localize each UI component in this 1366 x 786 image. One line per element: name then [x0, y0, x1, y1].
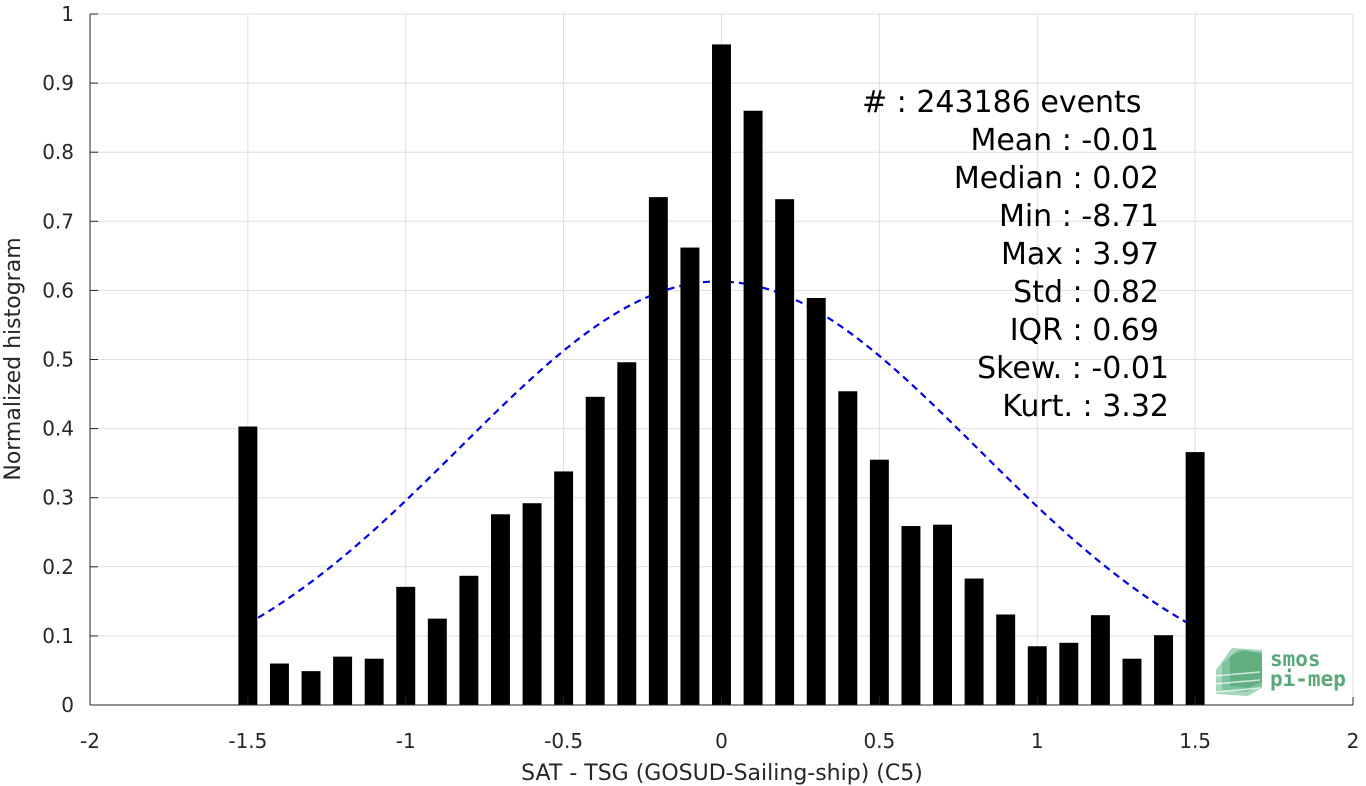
stat-line: Max : 3.97	[1001, 237, 1159, 272]
x-axis-label: SAT - TSG (GOSUD-Sailing-ship) (C5)	[521, 761, 923, 786]
x-tick-label: 1.5	[1179, 729, 1211, 753]
y-tick-label: 0	[61, 693, 74, 717]
stat-line: Min : -8.71	[999, 199, 1159, 234]
histogram-bar	[269, 663, 289, 705]
x-tick-label: 0.5	[863, 729, 895, 753]
histogram-bar	[396, 586, 416, 705]
x-tick-label: -2	[80, 729, 100, 753]
histogram-bar	[427, 618, 447, 705]
histogram-bar	[333, 656, 353, 705]
x-tick-label: -1	[396, 729, 416, 753]
y-tick-label: 0.3	[42, 486, 74, 510]
histogram-bar	[743, 110, 763, 706]
x-tick-label: 2	[1347, 729, 1360, 753]
histogram-bar	[996, 614, 1016, 705]
histogram-bar	[712, 44, 731, 706]
histogram-bar	[1090, 615, 1110, 705]
x-tick-label: 1	[1031, 729, 1044, 753]
axes	[89, 13, 1354, 706]
logo-text-pi-mep: pi-mep	[1270, 667, 1346, 691]
y-tick-label: 0.6	[42, 278, 74, 302]
histogram-bar	[838, 391, 858, 705]
y-tick-labels: 0 0.1 0.2 0.3 0.4 0.5 0.6 0.7 0.8 0.9 1	[42, 2, 74, 717]
stat-line: Std : 0.82	[1013, 275, 1159, 310]
stat-line: # : 243186 events	[862, 85, 1141, 120]
histogram-bar	[901, 526, 921, 705]
stat-line: Kurt. : 3.32	[1002, 389, 1169, 424]
x-tick-labels: -2 -1.5 -1 -0.5 0 0.5 1 1.5 2	[80, 729, 1359, 753]
y-tick-label: 0.8	[42, 140, 74, 164]
y-tick-label: 0.4	[42, 417, 74, 441]
histogram-bar	[1059, 642, 1079, 705]
histogram-bars	[238, 44, 1205, 706]
stat-line: Skew. : -0.01	[977, 351, 1169, 386]
smos-pi-mep-logo: smos pi-mep	[1213, 647, 1346, 696]
histogram-bar	[301, 671, 321, 705]
histogram-bar	[964, 578, 984, 705]
histogram-bar	[1185, 452, 1205, 705]
histogram-bar	[554, 471, 574, 705]
logo-mark-icon	[1213, 648, 1262, 696]
y-tick-label: 1	[61, 2, 74, 26]
y-axis-label: Normalized histogram	[1, 237, 26, 480]
stat-line: Mean : -0.01	[970, 123, 1159, 158]
y-tick-label: 0.2	[42, 555, 74, 579]
y-tick-label: 0.7	[42, 209, 74, 233]
histogram-bar	[869, 459, 889, 705]
y-tick-label: 0.1	[42, 624, 74, 648]
x-tick-label: -0.5	[544, 729, 583, 753]
histogram-bar	[1154, 635, 1174, 705]
histogram-bar	[585, 396, 605, 705]
histogram-bar	[680, 247, 700, 706]
histogram-bar	[459, 575, 479, 705]
histogram-bar	[238, 426, 258, 705]
histogram-bar	[1122, 658, 1142, 705]
stat-line: IQR : 0.69	[1010, 313, 1159, 348]
histogram-bar	[522, 503, 542, 705]
stat-line: Median : 0.02	[954, 161, 1159, 196]
histogram-bar	[648, 197, 668, 706]
histogram-bar	[1027, 646, 1047, 705]
histogram-bar	[933, 524, 952, 705]
x-tick-label: -1.5	[228, 729, 267, 753]
logo-text-smos: smos	[1270, 647, 1321, 671]
histogram-bar	[617, 362, 637, 705]
histogram-bar	[364, 658, 384, 705]
histogram-bar	[775, 199, 795, 706]
histogram-bar	[491, 514, 510, 705]
y-tick-label: 0.9	[42, 71, 74, 95]
histogram-bar	[806, 298, 826, 705]
x-tick-label: 0	[715, 729, 728, 753]
y-tick-label: 0.5	[42, 348, 74, 372]
